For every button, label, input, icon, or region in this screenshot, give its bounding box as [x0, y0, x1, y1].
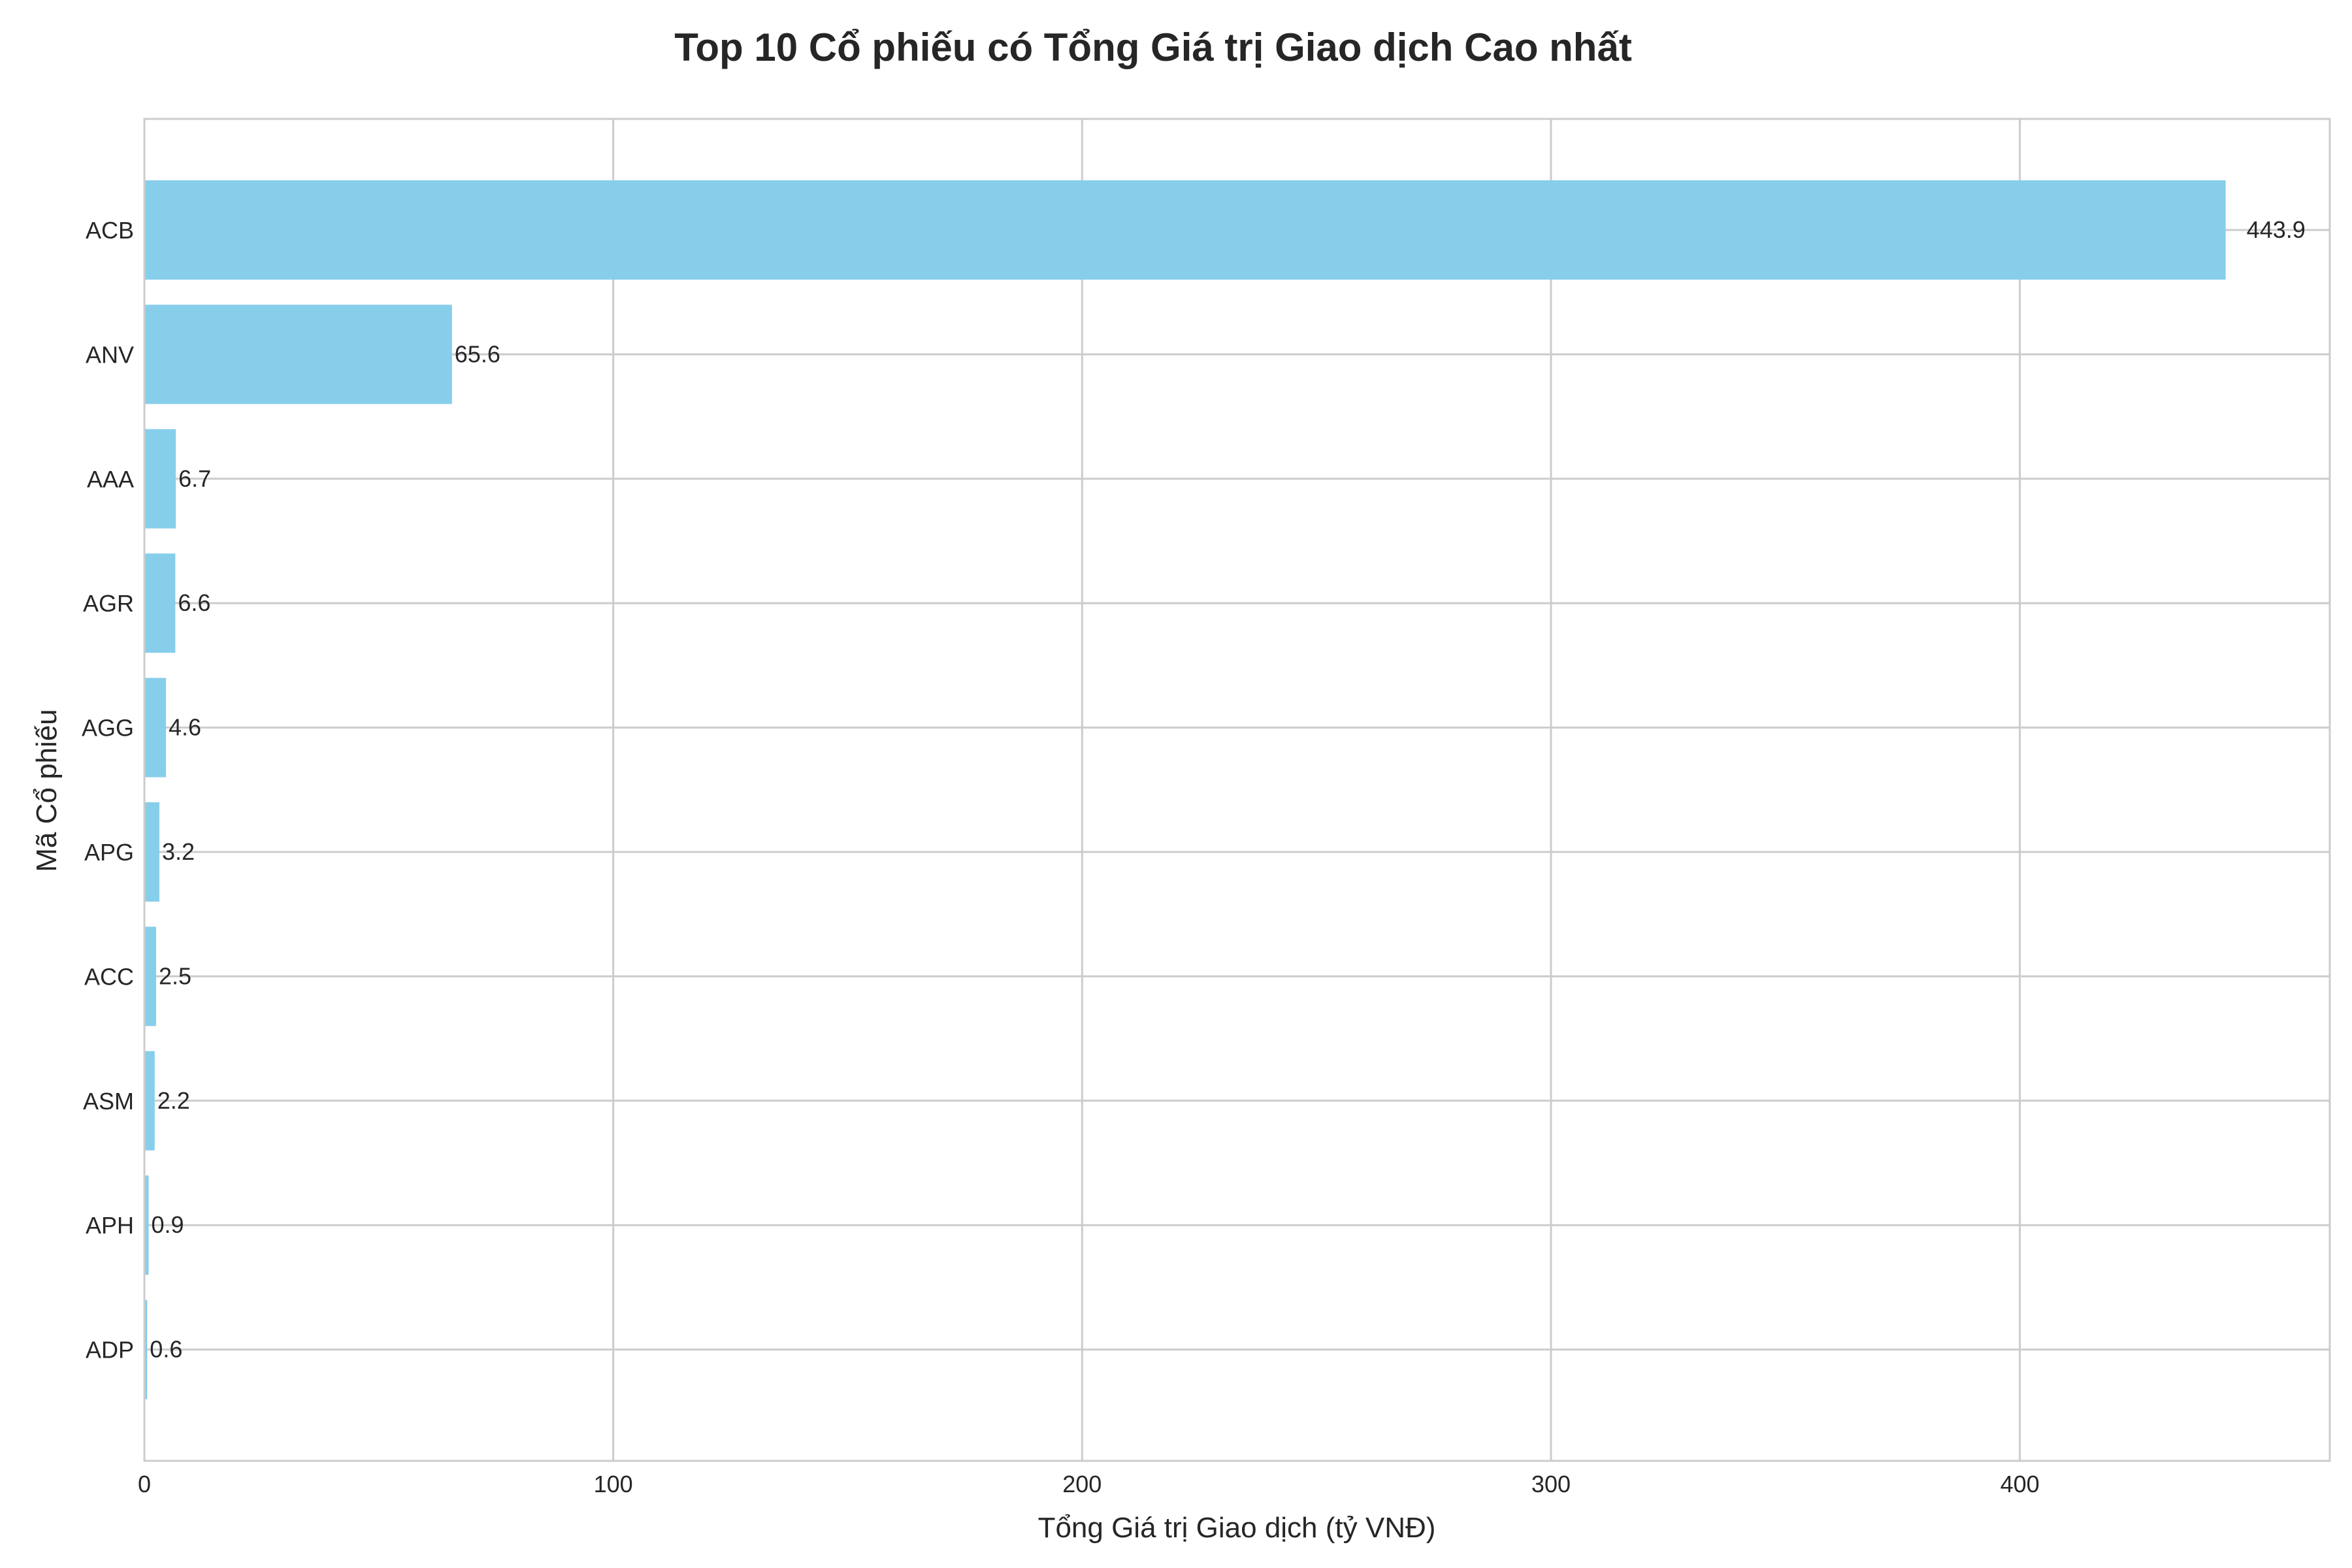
data-label: 0.6	[150, 1336, 182, 1363]
chart-title: Top 10 Cổ phiếu có Tổng Giá trị Giao dịc…	[674, 25, 1632, 69]
x-tick-label: 0	[138, 1471, 151, 1497]
data-label: 443.9	[2247, 216, 2306, 243]
y-tick-label: APH	[86, 1212, 134, 1239]
data-label: 65.6	[455, 340, 500, 367]
bar-aph	[144, 1175, 149, 1275]
y-tick-label: ANV	[86, 341, 134, 368]
bar-adp	[144, 1299, 148, 1399]
y-tick-labels: ACB ANV AAA AGR AGG APG ACC ASM APH ADP	[82, 217, 134, 1364]
data-label: 6.7	[178, 465, 211, 492]
x-axis-label: Tổng Giá trị Giao dịch (tỷ VNĐ)	[1038, 1512, 1436, 1544]
y-tick-label: ADP	[86, 1337, 134, 1364]
x-tick-label: 200	[1062, 1471, 1102, 1497]
y-axis-label: Mã Cổ phiếu	[31, 709, 63, 872]
y-tick-label: AGR	[83, 590, 134, 617]
bar-acb	[144, 180, 2226, 280]
bar-agg	[144, 678, 167, 777]
bar-aaa	[144, 429, 176, 529]
grid-lines	[143, 119, 2330, 1461]
bar-apg	[144, 802, 159, 902]
y-tick-label: ACB	[86, 217, 134, 244]
plot-frame	[143, 118, 2331, 1462]
x-tick-label: 400	[2001, 1471, 2040, 1497]
data-label: 4.6	[169, 714, 201, 741]
y-tick-label: APG	[84, 839, 134, 866]
data-label: 2.2	[157, 1087, 190, 1114]
x-tick-labels: 0 100 200 300 400	[138, 1471, 2040, 1497]
bar-asm	[144, 1051, 155, 1151]
y-tick-label: AAA	[87, 466, 134, 493]
x-tick-label: 100	[594, 1471, 633, 1497]
x-tick-label: 300	[1531, 1471, 1571, 1497]
data-label: 6.6	[178, 589, 210, 616]
y-tick-label: ASM	[83, 1088, 134, 1115]
data-labels: 443.9 65.6 6.7 6.6 4.6 3.2 2.5 2.2 0.9 0.6	[150, 216, 2305, 1363]
bar-anv	[144, 304, 452, 404]
bars	[144, 180, 2226, 1399]
y-tick-label: ACC	[84, 963, 134, 990]
y-tick-label: AGG	[82, 715, 134, 742]
data-label: 2.5	[159, 962, 191, 989]
bar-agr	[144, 553, 176, 653]
bar-acc	[144, 926, 156, 1026]
data-label: 3.2	[162, 838, 195, 865]
data-label: 0.9	[151, 1211, 184, 1238]
